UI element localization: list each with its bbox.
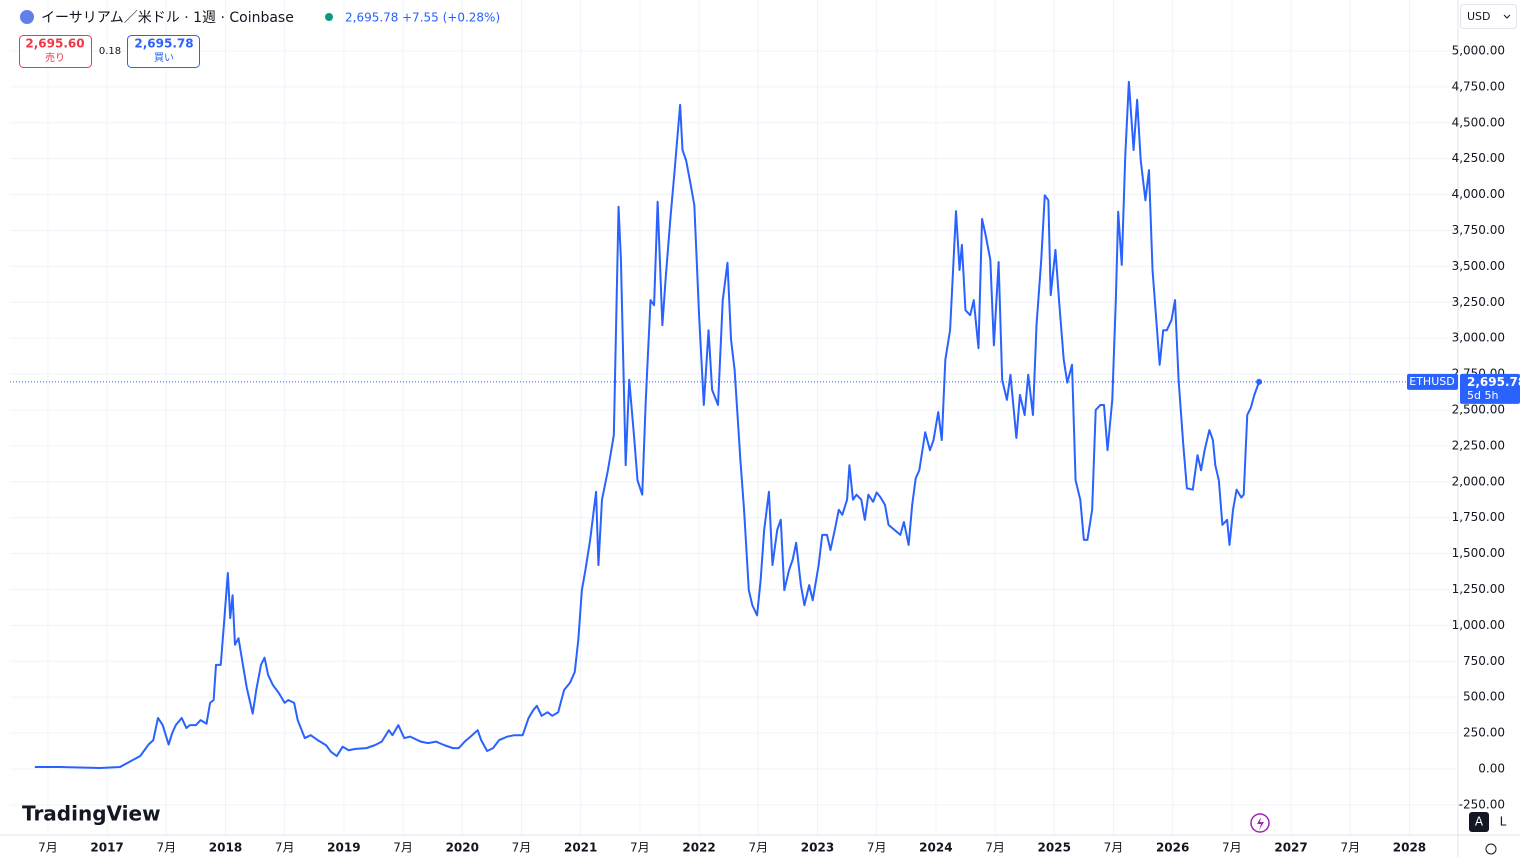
y-tick-label: 2,500.00 [1452, 402, 1505, 416]
y-tick-label: 4,250.00 [1452, 151, 1505, 165]
x-tick-label: 2025 [1038, 841, 1071, 855]
y-tick-label: 1,000.00 [1452, 618, 1505, 632]
last-price: 2,695.78 [345, 11, 398, 25]
buy-price: 2,695.78 [134, 37, 193, 51]
x-tick-label: 2022 [682, 841, 715, 855]
x-tick-label: 7月 [156, 841, 176, 855]
currency: USD [1467, 10, 1491, 23]
currency-button[interactable] [1460, 4, 1517, 29]
symbol-tag [1407, 373, 1458, 390]
plot [10, 80, 1458, 769]
x-tick-label: 7月 [748, 841, 768, 855]
market-status [325, 13, 333, 21]
x-tick-label: 7月 [275, 841, 295, 855]
y-tick-label: 1,750.00 [1452, 510, 1505, 524]
y-tick-label: 0.00 [1478, 761, 1505, 775]
y-tick-label: 3,000.00 [1452, 331, 1505, 345]
y-tick-label: -250.00 [1459, 797, 1505, 811]
spread: 0.18 [99, 46, 121, 57]
y-tick-label: 750.00 [1463, 654, 1505, 668]
y-tick-label: 3,750.00 [1452, 223, 1505, 237]
sell-button[interactable] [19, 35, 92, 68]
x-tick-label: 2024 [919, 841, 952, 855]
buy-label: 買い [154, 52, 174, 64]
price-tag-label: 2,695.78 [1467, 375, 1520, 389]
x-tick-label: 2020 [446, 841, 479, 855]
x-tick-label: 2018 [209, 841, 242, 855]
y-tick-label: 1,500.00 [1452, 546, 1505, 560]
lightning-icon[interactable] [1250, 813, 1270, 833]
auto-scale-button[interactable] [1469, 812, 1489, 832]
x-tick-label: 7月 [393, 841, 413, 855]
y-tick-label: 500.00 [1463, 690, 1505, 704]
y-tick-label: 5,000.00 [1452, 43, 1505, 57]
x-tick-label: 7月 [867, 841, 887, 855]
y-tick-label: 1,250.00 [1452, 582, 1505, 596]
x-tick-label: 7月 [985, 841, 1005, 855]
y-tick-label: 4,750.00 [1452, 79, 1505, 93]
lightning-bolt [1257, 817, 1264, 830]
x-tick-label: 2017 [90, 841, 123, 855]
price-tag [1460, 373, 1520, 404]
x-tick-label: 2021 [564, 841, 597, 855]
price-line [34, 80, 1261, 769]
sell-price: 2,695.60 [25, 37, 84, 51]
symbol-icon [20, 10, 34, 24]
y-tick-label: 250.00 [1463, 726, 1505, 740]
x-tick-label: 7月 [1104, 841, 1124, 855]
y-tick-label: 4,500.00 [1452, 115, 1505, 129]
symbol-title[interactable]: イーサリアム／米ドル · 1週 · Coinbase [41, 10, 294, 26]
buy-button[interactable] [127, 35, 200, 68]
logo[interactable]: TradingView [22, 802, 161, 826]
settings-icon[interactable] [1485, 843, 1497, 855]
x-tick-label: 7月 [1340, 841, 1360, 855]
log-scale-label[interactable]: L [1500, 815, 1507, 829]
y-tick-label: 3,250.00 [1452, 295, 1505, 309]
x-tick-label: 7月 [38, 841, 58, 855]
dropdown-icon [1503, 14, 1511, 19]
x-tick-label: 7月 [630, 841, 650, 855]
auto-scale-label: A [1475, 815, 1484, 829]
x-tick-label: 2023 [801, 841, 834, 855]
x-tick-label: 2019 [327, 841, 360, 855]
last-point [1256, 378, 1263, 385]
x-tick-label: 2028 [1393, 841, 1426, 855]
y-tick-label: 2,000.00 [1452, 474, 1505, 488]
x-tick-label: 7月 [512, 841, 532, 855]
symbol-tag-label: ETHUSD [1409, 375, 1454, 388]
price-change: +7.55 (+0.28%) [402, 11, 500, 25]
sell-label: 売り [45, 51, 65, 64]
countdown: 5d 5h [1467, 389, 1498, 402]
y-tick-label: 2,250.00 [1452, 438, 1505, 452]
y-tick-label: 4,000.00 [1452, 187, 1505, 201]
x-tick-label: 7月 [1222, 841, 1242, 855]
x-tick-label: 2027 [1274, 841, 1307, 855]
y-tick-label: 3,500.00 [1452, 259, 1505, 273]
x-tick-label: 2026 [1156, 841, 1189, 855]
